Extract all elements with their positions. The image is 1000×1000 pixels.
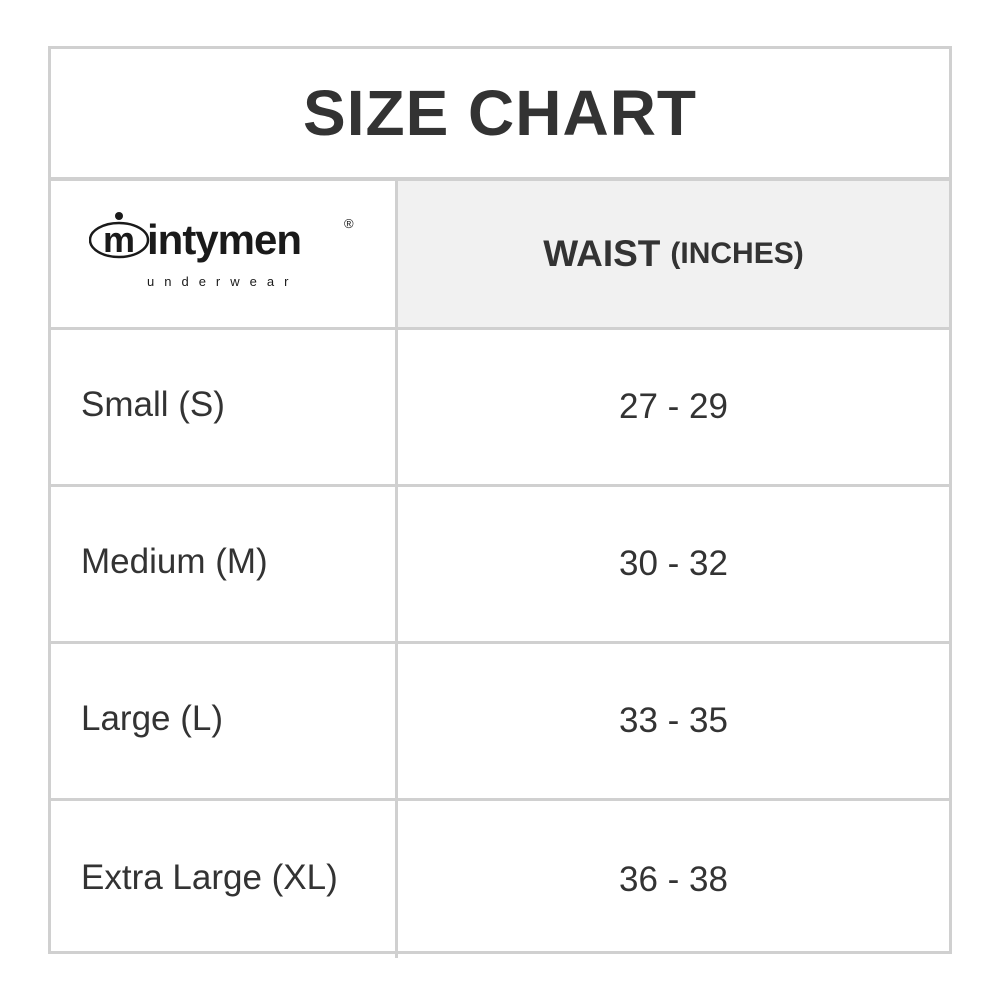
waist-cell: 27 - 29 [619, 387, 728, 426]
table-row: Small (S) 27 - 29 [51, 330, 949, 487]
unit-label: (INCHES) [670, 237, 804, 270]
size-cell: Large (L) [51, 644, 398, 798]
brand-cell: m intymen ® underwear [51, 181, 398, 327]
table-row: Large (L) 33 - 35 [51, 644, 949, 801]
size-cell: Small (S) [51, 330, 398, 484]
waist-label: WAIST [543, 233, 661, 274]
table-row: Extra Large (XL) 36 - 38 [51, 801, 949, 958]
table-row: Medium (M) 30 - 32 [51, 487, 949, 644]
header-row: m intymen ® underwear WAIST (INCHES) [51, 181, 949, 330]
waist-cell: 30 - 32 [619, 544, 728, 583]
svg-text:underwear: underwear [147, 274, 298, 289]
size-cell: Extra Large (XL) [51, 801, 398, 958]
registered-mark: ® [344, 216, 354, 231]
svg-text:m: m [103, 219, 135, 260]
waist-cell: 33 - 35 [619, 701, 728, 740]
intymen-logo: m intymen ® underwear [89, 211, 354, 289]
svg-text:intymen: intymen [147, 216, 301, 263]
chart-title: SIZE CHART [51, 49, 949, 181]
size-cell: Medium (M) [51, 487, 398, 641]
waist-cell: 36 - 38 [619, 859, 728, 899]
waist-header: WAIST (INCHES) [398, 181, 949, 327]
size-chart-table: SIZE CHART m intymen ® underwear WAIST (I… [48, 46, 952, 958]
